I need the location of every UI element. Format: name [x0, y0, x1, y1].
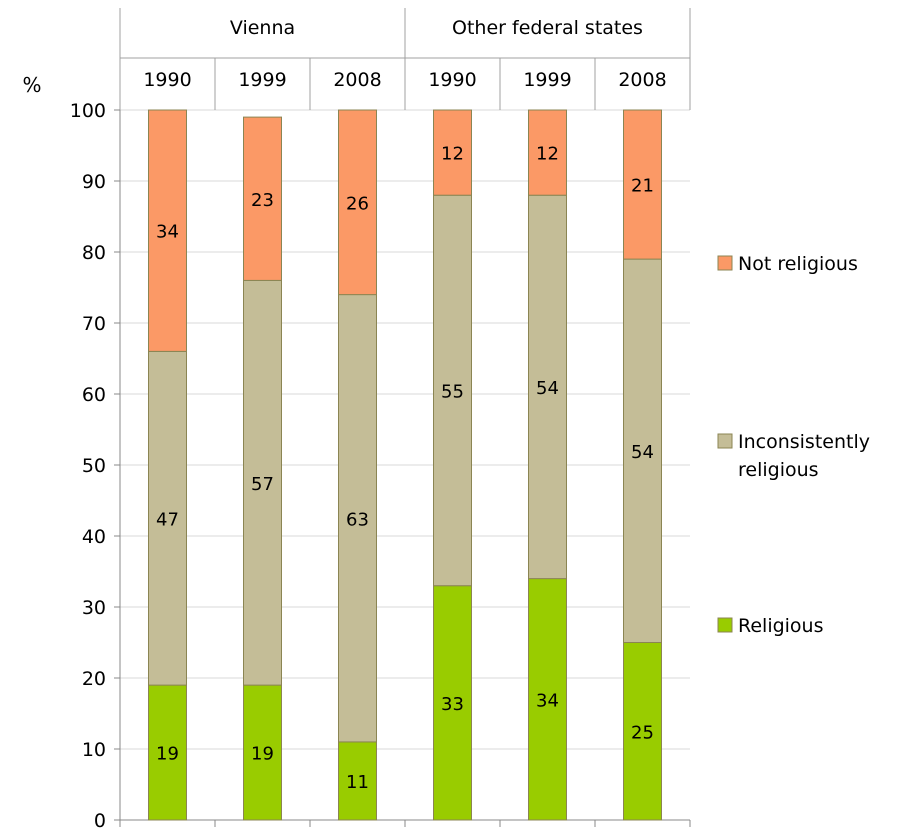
category-label: 2008 — [333, 69, 381, 91]
bars: 19 47 34 19 57 23 11 63 26 33 55 12 34 54 12 25 54 21 — [148, 109, 662, 821]
data-label: 11 — [346, 772, 369, 793]
y-tick-label: 0 — [94, 810, 106, 832]
data-label: 54 — [536, 378, 559, 399]
y-tick-label: 100 — [70, 100, 106, 122]
y-tick-label: 70 — [82, 313, 106, 335]
legend-swatch — [717, 617, 733, 633]
legend-swatch — [717, 433, 733, 449]
bar-segment — [528, 194, 567, 580]
y-tick-label: 50 — [82, 455, 106, 477]
y-axis: 0 10 20 30 40 50 60 70 80 90 100% — [22, 73, 691, 832]
y-tick-label: 40 — [82, 526, 106, 548]
bar-segment — [338, 741, 377, 821]
legend: Not religious Inconsistently religious Reli… — [717, 253, 870, 637]
data-label: 34 — [536, 690, 559, 711]
bar-segment — [623, 258, 662, 643]
data-label: 54 — [631, 442, 654, 463]
bar-segment — [243, 116, 282, 281]
legend-label: Inconsistently religious — [738, 431, 870, 481]
data-label: 57 — [251, 474, 274, 495]
bar-segment — [243, 279, 282, 686]
y-tick-label: 10 — [82, 739, 106, 761]
bar-segment — [148, 684, 187, 821]
category-header: Vienna 1990 1999 2008 Other federal states 19… — [119, 8, 691, 110]
bar-segment — [623, 109, 662, 260]
bar-segment — [148, 109, 187, 352]
bar-segment — [243, 684, 282, 821]
group-label: Vienna — [230, 17, 295, 39]
data-label: 21 — [631, 176, 654, 197]
legend-label: Not religious — [738, 253, 858, 275]
data-label: 12 — [441, 144, 464, 165]
y-tick-label: 80 — [82, 242, 106, 264]
bar-segment — [433, 194, 472, 587]
data-label: 26 — [346, 193, 369, 214]
legend-swatch — [717, 255, 733, 271]
bar-segment — [623, 642, 662, 821]
y-tick-label: 90 — [82, 171, 106, 193]
bar-segment — [433, 585, 472, 821]
data-label: 25 — [631, 722, 654, 743]
data-label: 19 — [251, 744, 274, 765]
data-label: 12 — [536, 144, 559, 165]
bar-segment — [148, 350, 187, 686]
data-label: 63 — [346, 509, 369, 530]
gridlines — [120, 109, 690, 750]
y-tick-label: 20 — [82, 668, 106, 690]
category-label: 2008 — [618, 69, 666, 91]
data-label: 23 — [251, 190, 274, 211]
bar-segment — [338, 294, 377, 743]
y-tick-label: 60 — [82, 384, 106, 406]
bar-segment — [433, 109, 472, 196]
category-label: 1990 — [428, 69, 476, 91]
y-tick-label: 30 — [82, 597, 106, 619]
category-label: 1999 — [523, 69, 571, 91]
data-label: 19 — [156, 744, 179, 765]
legend-label: Religious — [738, 615, 824, 637]
data-label: 47 — [156, 509, 179, 530]
data-label: 55 — [441, 381, 464, 402]
bar-segment — [528, 109, 567, 196]
category-label: 1999 — [238, 69, 286, 91]
bar-segment — [338, 109, 377, 296]
data-label: 33 — [441, 694, 464, 715]
data-label: 34 — [156, 222, 179, 243]
group-label: Other federal states — [452, 17, 643, 39]
category-label: 1990 — [143, 69, 191, 91]
y-unit-label: % — [22, 73, 41, 97]
